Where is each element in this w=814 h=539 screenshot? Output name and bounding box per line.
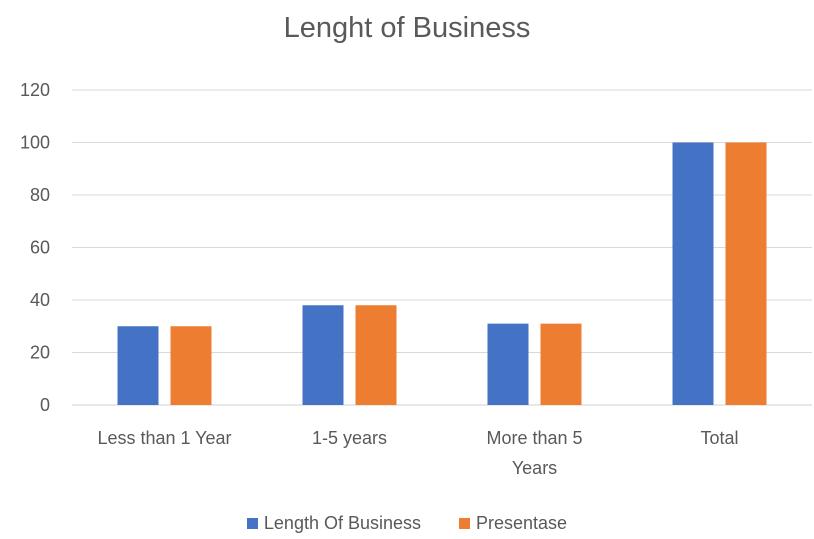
y-tick-label: 20 (30, 343, 50, 363)
legend-item-series-2: Presentase (459, 513, 567, 534)
bar-series-1-cat-1 (117, 326, 159, 405)
x-category-label: Total (700, 428, 738, 448)
x-category-label: More than 5 (486, 428, 582, 448)
legend-swatch-series-2 (459, 518, 471, 529)
legend-item-series-1: Length Of Business (246, 513, 422, 534)
y-tick-label: 120 (20, 80, 50, 100)
bars (117, 142, 767, 405)
legend: Length Of Business Presentase (0, 513, 814, 534)
bar-series-1-cat-3 (487, 323, 529, 405)
y-tick-label: 80 (30, 185, 50, 205)
x-axis-category-labels: Less than 1 Year 1-5 years More than 5 Year… (97, 428, 738, 478)
y-tick-label: 40 (30, 290, 50, 310)
legend-label-series-1: Length Of Business (263, 513, 422, 533)
bar-series-1-cat-2 (302, 305, 344, 405)
bar-series-2-cat-3 (540, 323, 582, 405)
x-category-label: Less than 1 Year (97, 428, 231, 448)
bar-series-2-cat-4 (725, 142, 767, 405)
legend-label-series-2: Presentase (476, 513, 568, 533)
y-axis-tick-labels: 0 20 40 60 80 100 120 (20, 80, 50, 415)
legend-swatch-series-1 (246, 518, 258, 529)
bar-series-2-cat-2 (355, 305, 397, 405)
y-tick-label: 60 (30, 238, 50, 258)
bar-series-2-cat-1 (170, 326, 212, 405)
x-category-label: 1-5 years (312, 428, 387, 448)
bar-series-1-cat-4 (672, 142, 714, 405)
chart-title: Lenght of Business (283, 12, 531, 44)
bar-chart: 0 20 40 60 80 100 120 Less than 1 Year 1-5 year… (20, 80, 812, 478)
x-category-label: Years (512, 458, 557, 478)
y-tick-label: 100 (20, 133, 50, 153)
y-tick-label: 0 (40, 395, 50, 415)
